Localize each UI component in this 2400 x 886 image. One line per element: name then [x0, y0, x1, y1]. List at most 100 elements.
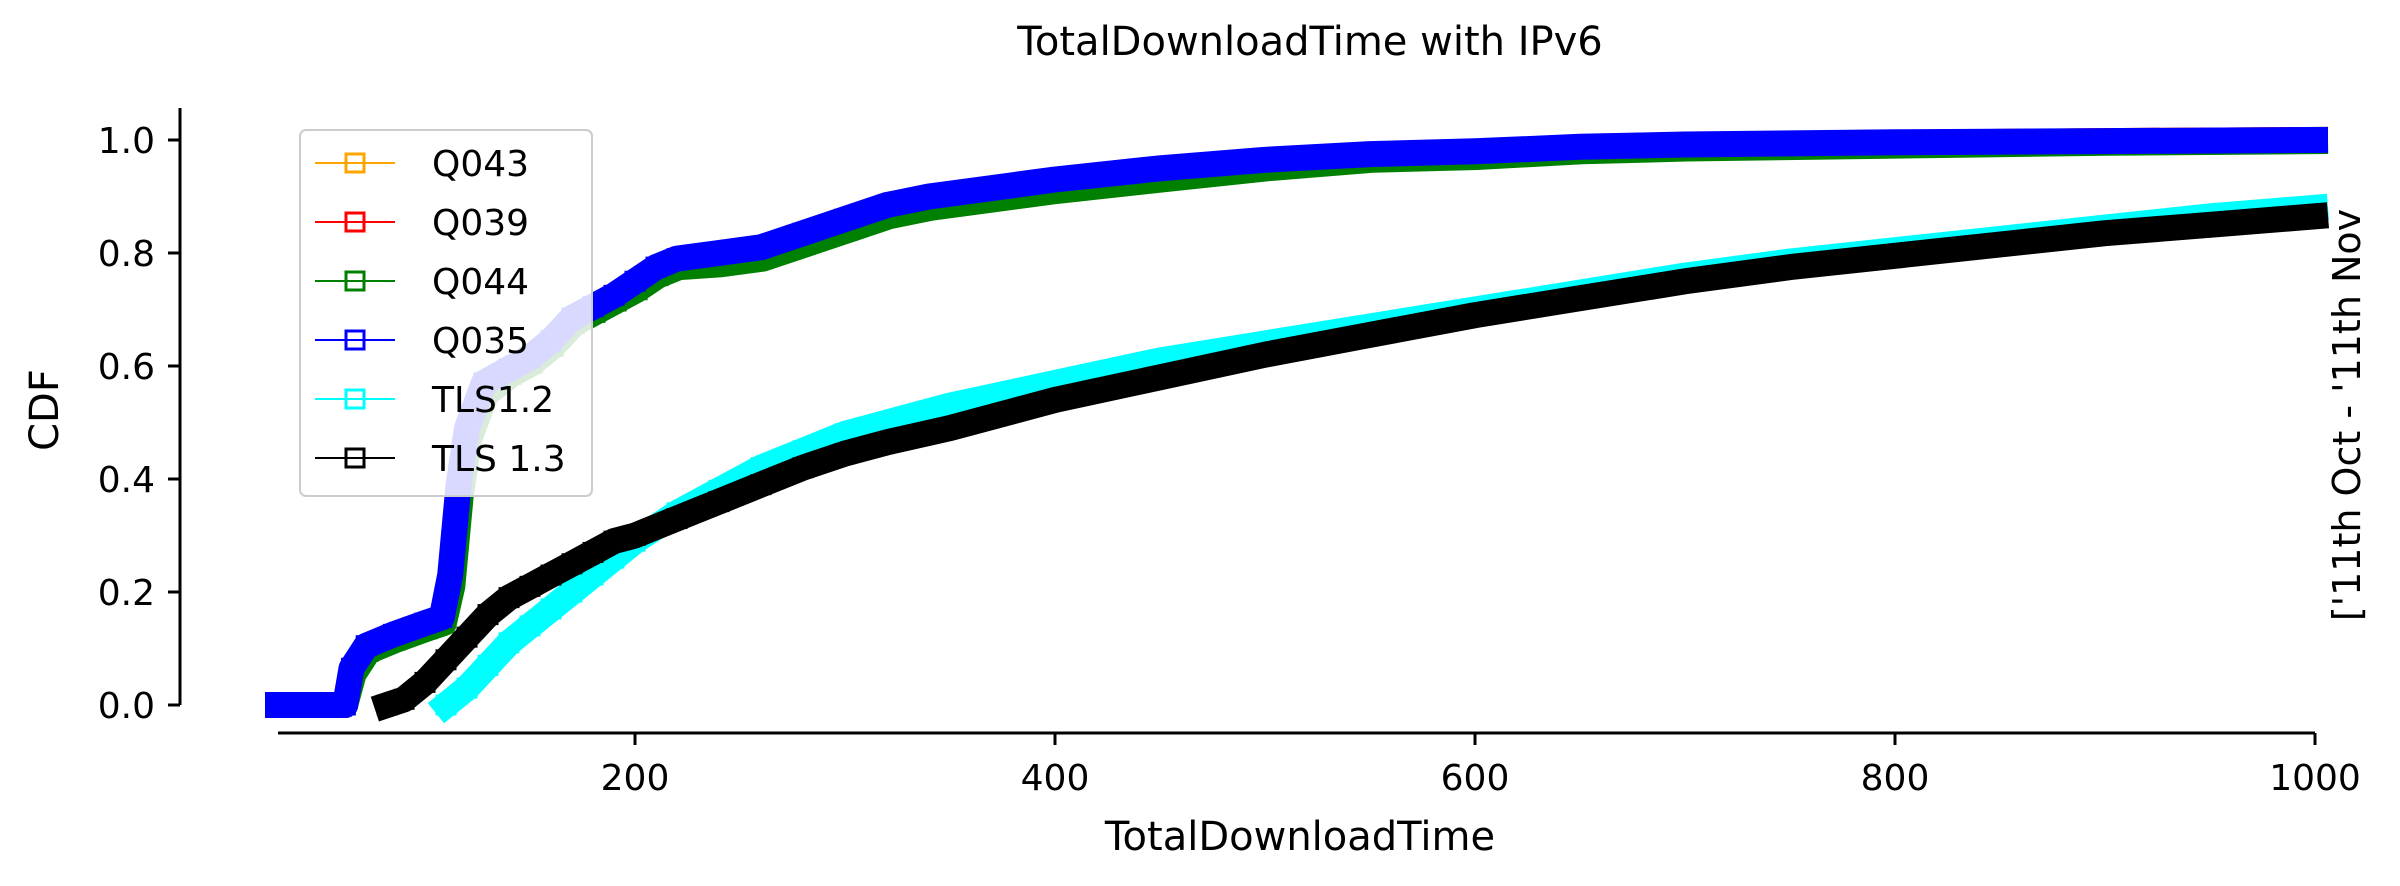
legend-entry-tls-1-3: TLS 1.3: [315, 439, 566, 480]
axes: [178, 108, 2315, 735]
data-point: [939, 417, 961, 439]
data-point: [383, 623, 404, 645]
chart-title: TotalDownloadTime with IPv6: [1016, 19, 1602, 65]
y-tick-label: 0.8: [98, 234, 155, 275]
data-point: [2094, 222, 2116, 244]
y-tick-label: 0.0: [98, 686, 155, 727]
data-point: [267, 694, 289, 716]
data-point: [2094, 130, 2116, 152]
data-point: [1359, 324, 1381, 346]
legend-entry-q035: Q035: [315, 321, 529, 362]
series-tls-1-3: [370, 202, 2330, 722]
data-point: [1044, 169, 1066, 191]
x-tick-label: 800: [1861, 758, 1930, 799]
data-point: [1149, 157, 1171, 179]
data-point: [519, 615, 541, 637]
legend-label: TLS1.2: [431, 380, 554, 421]
data-point: [498, 632, 520, 654]
legend-label: Q035: [432, 321, 529, 362]
legend-label: Q044: [432, 262, 529, 303]
data-point: [498, 587, 520, 609]
data-point: [341, 657, 362, 679]
data-point: [750, 236, 772, 258]
data-point: [1149, 366, 1171, 388]
data-point: [834, 443, 856, 465]
data-point: [708, 491, 730, 513]
legend-marker: [344, 329, 366, 351]
series-line-tls1-2: [427, 193, 2330, 724]
x-tick-label: 600: [1441, 758, 1510, 799]
data-point: [708, 242, 730, 264]
y-tick-label: 0.2: [98, 573, 155, 614]
y-tick-label: 0.4: [98, 460, 155, 501]
data-point: [666, 508, 688, 530]
data-point: [561, 581, 583, 603]
data-point: [456, 626, 478, 648]
legend-marker: [344, 447, 366, 469]
data-point: [309, 694, 331, 716]
data-point: [939, 395, 961, 417]
data-point: [1569, 136, 1591, 158]
data-point: [666, 248, 688, 270]
x-ticks: 200 400 600 800 1000: [601, 733, 2361, 799]
series-q035: [265, 126, 2329, 718]
data-point: [477, 604, 499, 626]
data-point: [1002, 174, 1024, 196]
data-point: [439, 564, 461, 586]
data-point: [918, 186, 940, 207]
data-point: [1359, 143, 1381, 165]
data-point: [1674, 270, 1696, 292]
data-point: [456, 677, 478, 699]
x-tick-label: 1000: [2269, 758, 2361, 799]
x-tick-label: 200: [601, 758, 670, 799]
y-tick-label: 0.6: [98, 347, 155, 388]
data-point: [561, 553, 583, 575]
data-point: [1779, 256, 1801, 278]
legend-entry-q039: Q039: [315, 203, 529, 244]
data-point: [519, 575, 541, 597]
series-line-q035: [265, 126, 2329, 718]
data-point: [960, 180, 982, 202]
data-point: [582, 541, 604, 563]
data-point: [540, 564, 562, 586]
legend-marker: [344, 270, 366, 292]
data-point: [435, 694, 457, 716]
data-point: [792, 457, 814, 479]
data-point: [1254, 149, 1276, 171]
data-point: [355, 635, 377, 657]
data-point: [792, 222, 814, 244]
data-point: [1674, 134, 1696, 156]
legend-label: Q039: [432, 203, 529, 244]
legend-label: TLS 1.3: [431, 439, 566, 480]
series-line-tls-1-3: [370, 202, 2330, 722]
data-point: [1464, 140, 1486, 162]
legend-marker: [344, 211, 366, 233]
data-point: [2304, 129, 2326, 151]
data-point: [334, 694, 356, 716]
y-tick-label: 1.0: [98, 121, 155, 162]
data-point: [393, 688, 415, 710]
data-point: [603, 284, 625, 306]
data-point: [1464, 304, 1486, 326]
data-point: [2199, 214, 2221, 236]
data-point: [876, 431, 898, 453]
data-point: [750, 474, 772, 496]
legend-entry-q044: Q044: [315, 262, 529, 303]
data-point: [834, 208, 856, 230]
legend-label: Q043: [432, 144, 529, 185]
data-point: [1989, 234, 2011, 256]
x-axis-label: TotalDownloadTime: [1104, 814, 1495, 860]
data-point: [624, 270, 646, 292]
data-point: [1884, 131, 1906, 153]
data-point: [1884, 245, 1906, 267]
data-point: [540, 598, 562, 620]
legend-entry-tls1-2: TLS1.2: [315, 380, 554, 421]
data-point: [1044, 389, 1066, 411]
data-point: [624, 525, 646, 546]
data-point: [1569, 287, 1591, 309]
data-point: [435, 649, 457, 671]
data-point: [431, 606, 453, 628]
legend: Q043 Q039 Q044 Q035 TLS1.2 TLS 1.3: [299, 129, 593, 497]
legend-marker: [344, 388, 366, 410]
